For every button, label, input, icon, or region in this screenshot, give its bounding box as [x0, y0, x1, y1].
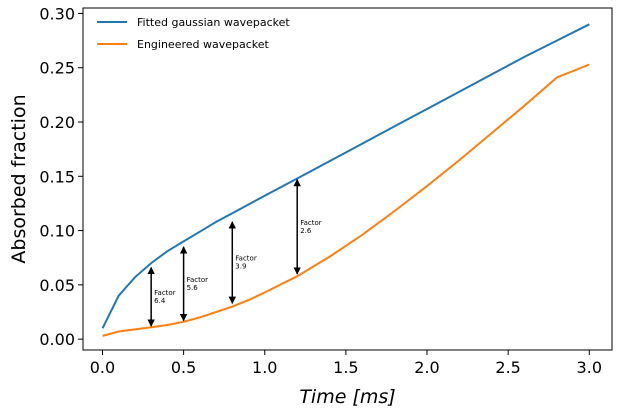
x-tick-label: 2.5: [495, 358, 520, 377]
y-tick-label: 0.20: [39, 113, 75, 132]
x-tick-label: 2.0: [414, 358, 439, 377]
legend: Fitted gaussian wavepacket Engineered wav…: [97, 16, 290, 51]
x-tick-label: 0.0: [90, 358, 115, 377]
y-tick-label: 0.15: [39, 167, 75, 186]
series-line-engineered: [102, 63, 590, 337]
factor-label: Factor 6.4: [154, 289, 176, 305]
factor-label: Factor 3.9: [235, 255, 257, 271]
x-tick-label: 1.0: [252, 358, 277, 377]
factor-label: Factor 5.6: [187, 276, 209, 292]
legend-label: Engineered wavepacket: [137, 38, 270, 51]
y-tick-label: 0.00: [39, 330, 75, 349]
legend-label: Fitted gaussian wavepacket: [137, 16, 290, 29]
factor-label: Factor 2.6: [300, 219, 322, 235]
y-tick-label: 0.10: [39, 222, 75, 241]
plot-frame: [82, 7, 613, 351]
y-axis-label: Absorbed fraction: [8, 94, 30, 263]
y-tick-label: 0.30: [39, 4, 75, 23]
x-tick-label: 3.0: [577, 358, 602, 377]
y-tick-label: 0.25: [39, 59, 75, 78]
x-tick-label: 0.5: [171, 358, 196, 377]
y-tick-label: 0.05: [39, 276, 75, 295]
x-tick-label: 1.5: [333, 358, 358, 377]
x-axis-label: Time [ms]: [299, 386, 395, 408]
series-line-fitted-gaussian: [101, 23, 590, 329]
